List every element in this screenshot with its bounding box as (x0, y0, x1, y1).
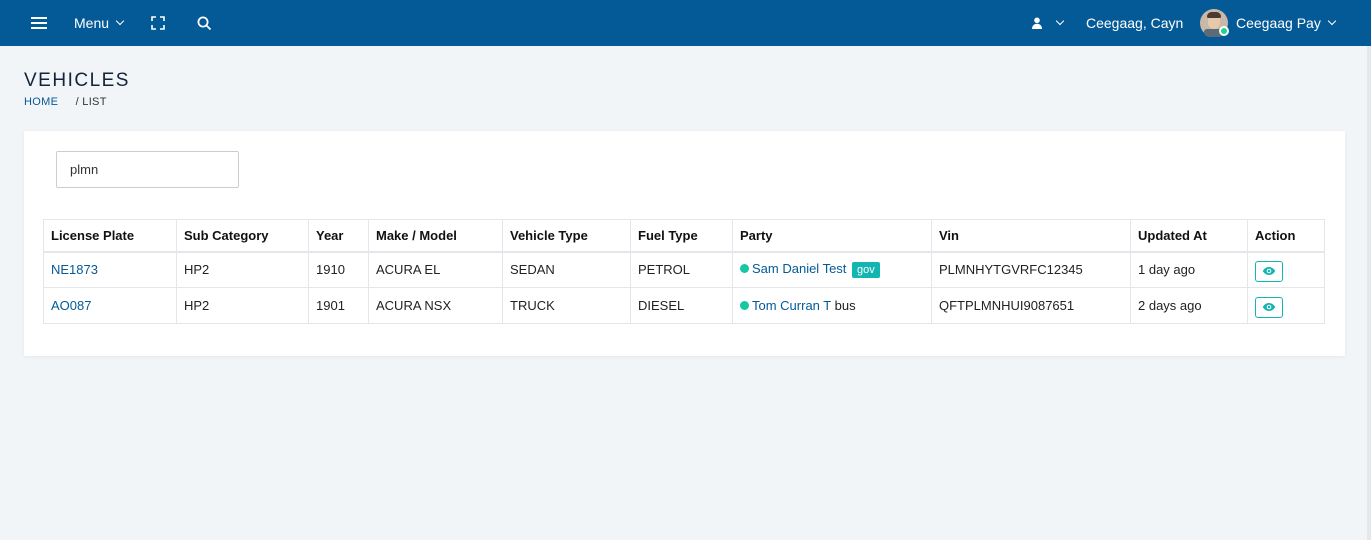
updated-at-cell: 1 day ago (1130, 251, 1248, 288)
action-cell (1247, 251, 1325, 288)
license-plate-link[interactable]: AO087 (51, 298, 92, 313)
page-title: VEHICLES (24, 70, 130, 91)
fuel-type-cell: PETROL (630, 251, 733, 288)
user-icon[interactable] (1031, 0, 1043, 46)
year-cell: 1901 (308, 287, 369, 324)
page-scrollbar[interactable] (1367, 46, 1371, 540)
party-link[interactable]: Tom Curran T (752, 298, 831, 313)
make-model-cell: ACURA NSX (368, 287, 503, 324)
col-license-plate[interactable]: License Plate (43, 219, 177, 253)
party-link[interactable]: Sam Daniel Test (752, 261, 847, 277)
status-dot-icon (740, 301, 749, 310)
party-tag-badge: gov (852, 262, 880, 279)
search-icon[interactable] (197, 0, 212, 46)
vin-cell: QFTPLMNHUI9087651 (931, 287, 1131, 324)
col-party[interactable]: Party (732, 219, 932, 253)
col-year[interactable]: Year (308, 219, 369, 253)
col-action: Action (1247, 219, 1325, 253)
vehicles-card: License Plate Sub Category Year Make / M… (24, 131, 1345, 356)
user-name[interactable]: Ceegaag, Cayn (1086, 15, 1184, 31)
chevron-down-icon (115, 16, 125, 26)
view-button[interactable] (1255, 260, 1283, 282)
user-menu-chevron-icon[interactable] (1055, 0, 1065, 46)
search-input[interactable] (56, 151, 239, 188)
make-model-cell: ACURA EL (368, 251, 503, 288)
col-fuel-type[interactable]: Fuel Type (630, 219, 733, 253)
col-vehicle-type[interactable]: Vehicle Type (502, 219, 631, 253)
breadcrumb-home[interactable]: HOME (24, 96, 59, 108)
col-vin[interactable]: Vin (931, 219, 1131, 253)
online-status-icon (1219, 26, 1229, 36)
fuel-type-cell: DIESEL (630, 287, 733, 324)
org-name: Ceegaag Pay (1236, 15, 1321, 31)
hamburger-icon[interactable] (31, 0, 49, 46)
breadcrumb-current: LIST (82, 96, 107, 108)
vehicle-type-cell: TRUCK (502, 287, 631, 324)
party-cell: Tom Curran T bus (732, 287, 932, 324)
table-row: NE1873 HP2 1910 ACURA EL SEDAN PETROL Sa… (43, 251, 1325, 288)
vehicle-type-cell: SEDAN (502, 251, 631, 288)
col-make-model[interactable]: Make / Model (368, 219, 503, 253)
updated-at-cell: 2 days ago (1130, 287, 1248, 324)
menu-label: Menu (74, 15, 110, 31)
breadcrumb-separator: / (75, 96, 79, 108)
sub-category-cell: HP2 (176, 251, 309, 288)
party-cell: Sam Daniel Test gov (732, 251, 932, 288)
action-cell (1247, 287, 1325, 324)
sub-category-cell: HP2 (176, 287, 309, 324)
eye-icon (1262, 267, 1276, 276)
vehicles-table: License Plate Sub Category Year Make / M… (43, 219, 1325, 324)
party-suffix: bus (834, 298, 856, 313)
col-updated-at[interactable]: Updated At (1130, 219, 1248, 253)
col-sub-category[interactable]: Sub Category (176, 219, 309, 253)
menu-dropdown[interactable]: Menu (74, 0, 125, 46)
table-header-row: License Plate Sub Category Year Make / M… (43, 219, 1325, 253)
vin-cell: PLMNHYTGVRFC12345 (931, 251, 1131, 288)
table-row: AO087 HP2 1901 ACURA NSX TRUCK DIESEL To… (43, 287, 1325, 324)
year-cell: 1910 (308, 251, 369, 288)
status-dot-icon (740, 264, 749, 274)
avatar[interactable] (1200, 9, 1229, 37)
expand-icon[interactable] (151, 0, 165, 46)
org-switcher[interactable]: Ceegaag Pay (1236, 0, 1337, 46)
view-button[interactable] (1255, 296, 1283, 318)
breadcrumb: HOME / LIST (24, 96, 107, 108)
license-plate-link[interactable]: NE1873 (51, 262, 98, 278)
chevron-down-icon (1327, 16, 1337, 26)
top-navbar: Menu Ceegaag, Cayn Ceegaag Pay (0, 0, 1371, 46)
eye-icon (1262, 303, 1276, 311)
